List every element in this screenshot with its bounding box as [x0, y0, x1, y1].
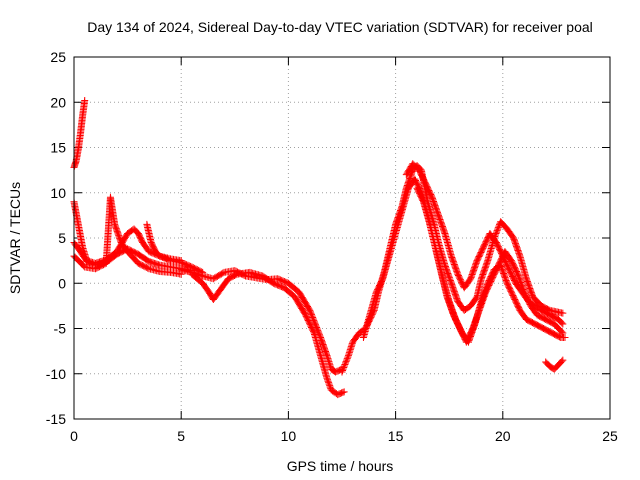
data-point — [340, 388, 348, 396]
data-point — [494, 224, 502, 232]
series-arc-12 — [542, 356, 567, 373]
x-tick-label: 20 — [495, 428, 511, 444]
y-tick-label: 10 — [50, 185, 66, 201]
data-point — [494, 225, 502, 233]
y-axis-ticks: -15 -10 -5 0 5 10 15 20 25 — [46, 49, 610, 427]
y-tick-label: -5 — [54, 321, 67, 337]
series-arc-7 — [188, 268, 348, 399]
series-arc-9 — [359, 175, 567, 346]
x-axis-ticks: 0 5 10 15 20 25 — [70, 57, 618, 444]
data-point — [493, 227, 501, 235]
data-point — [344, 353, 352, 361]
series-arc-11 — [413, 184, 569, 346]
data-point — [339, 366, 347, 374]
data-point — [558, 357, 566, 365]
y-tick-label: -10 — [46, 366, 66, 382]
x-tick-label: 0 — [70, 428, 78, 444]
data-point — [343, 355, 351, 363]
data-point — [144, 264, 152, 272]
data-point — [165, 256, 173, 264]
data-point — [339, 365, 347, 373]
data-point — [492, 230, 500, 238]
data-point — [343, 356, 351, 364]
data-point — [83, 258, 91, 266]
data-point — [306, 306, 314, 314]
data-point — [323, 374, 331, 382]
plot-border — [73, 56, 611, 420]
data-point — [308, 311, 316, 319]
data-point — [378, 276, 386, 284]
data-point — [561, 334, 569, 342]
series-arc-1 — [70, 96, 89, 171]
y-tick-label: 25 — [50, 49, 66, 65]
data-point — [326, 383, 334, 391]
data-point — [342, 358, 350, 366]
y-tick-label: 0 — [58, 275, 66, 291]
x-tick-label: 5 — [177, 428, 185, 444]
data-point — [324, 376, 332, 384]
data-point — [309, 328, 317, 336]
data-point — [419, 196, 427, 204]
data-point — [308, 312, 316, 320]
data-point — [325, 379, 333, 387]
y-tick-label: -15 — [46, 411, 66, 427]
data-point — [84, 258, 92, 266]
y-tick-label: 15 — [50, 140, 66, 156]
data-series — [70, 96, 569, 399]
data-point — [326, 382, 334, 390]
chart-title: Day 134 of 2024, Sidereal Day-to-day VTE… — [87, 19, 593, 35]
data-point — [558, 319, 566, 327]
data-point — [325, 380, 333, 388]
data-point — [306, 308, 314, 316]
data-point — [559, 356, 567, 364]
data-point — [340, 362, 348, 370]
x-tick-label: 10 — [281, 428, 297, 444]
data-point — [493, 228, 501, 236]
series-arc-10 — [402, 160, 567, 328]
data-point — [307, 309, 315, 317]
data-point — [341, 361, 349, 369]
data-point — [559, 329, 567, 337]
y-tick-label: 20 — [50, 94, 66, 110]
series-arc-4 — [70, 193, 185, 278]
data-point — [324, 377, 332, 385]
series-arc-5 — [143, 220, 207, 276]
data-point — [342, 359, 350, 367]
x-tick-label: 25 — [602, 428, 618, 444]
y-axis-label: SDTVAR / TECUs — [7, 182, 23, 294]
data-point — [339, 388, 347, 396]
data-point — [559, 320, 567, 328]
data-point — [559, 309, 567, 317]
data-point — [219, 269, 227, 277]
y-tick-label: 5 — [58, 230, 66, 246]
data-point — [338, 368, 346, 376]
data-point — [340, 363, 348, 371]
x-axis-label: GPS time / hours — [287, 458, 394, 474]
x-tick-label: 15 — [388, 428, 404, 444]
data-point — [81, 96, 89, 104]
